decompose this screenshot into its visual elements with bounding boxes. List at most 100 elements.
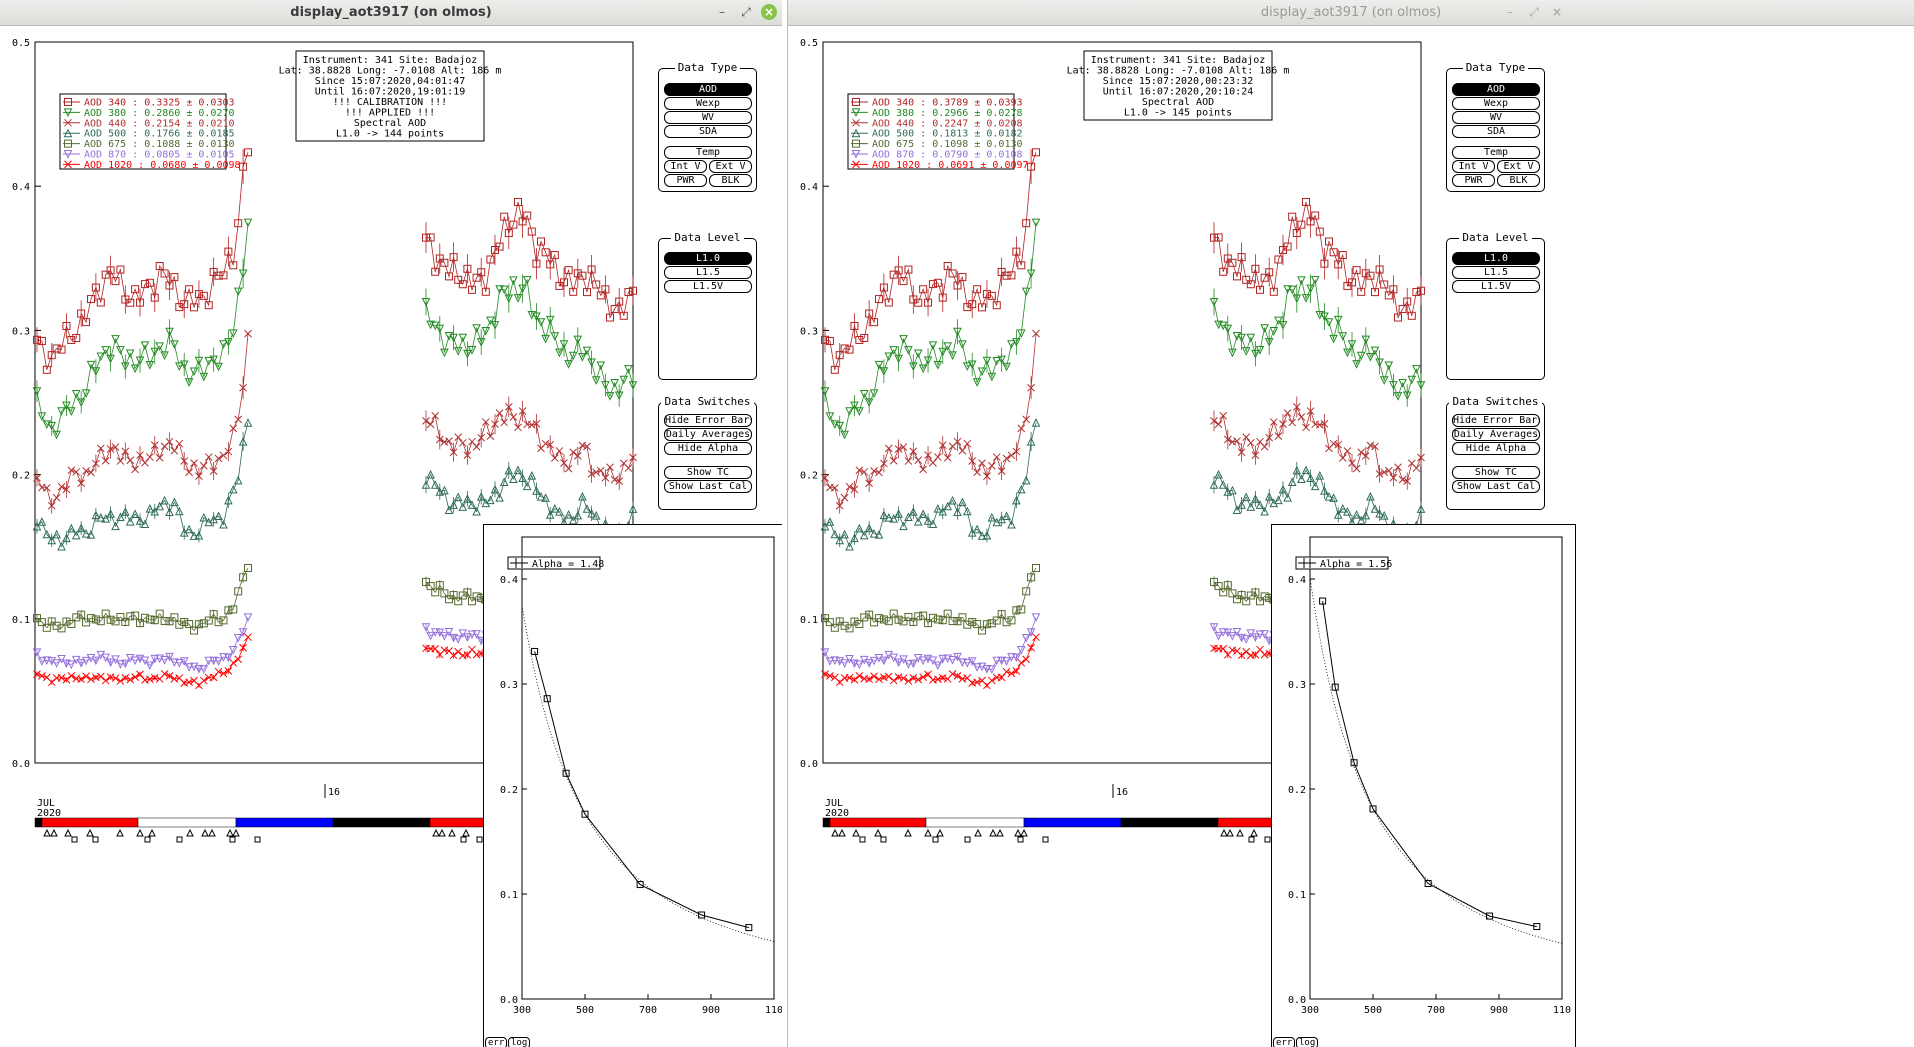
show-tc-button[interactable]: Show TC	[664, 466, 752, 479]
hide-alpha-button[interactable]: Hide Alpha	[664, 442, 752, 455]
data-point	[1297, 276, 1306, 285]
legend-entry: AOD 440 : 0.2154 ± 0.0210	[84, 118, 235, 129]
data-type-ext-v-button[interactable]: Ext V	[709, 160, 752, 173]
daily-averages-button[interactable]: Daily Averages	[1452, 428, 1540, 441]
info-line: Instrument: 341 Site: Badajoz	[303, 55, 478, 66]
data-type-aod-button[interactable]: AOD	[1452, 83, 1540, 96]
data-point	[33, 474, 41, 482]
data-point	[1348, 278, 1356, 287]
data-point	[967, 657, 977, 666]
inset-data-point	[1533, 923, 1541, 931]
data-type-int-v-button[interactable]: Int V	[1452, 160, 1495, 173]
data-point	[928, 280, 937, 289]
show-last-cal-button[interactable]: Show Last Cal	[1452, 480, 1540, 493]
data-point	[1021, 633, 1031, 643]
data-level-l15v-button[interactable]: L1.5V	[1452, 280, 1540, 293]
data-point	[1228, 348, 1237, 358]
data-type-int-v-button[interactable]: Int V	[664, 160, 707, 173]
data-point	[454, 275, 463, 284]
titlebar[interactable]: display_aot3917 (on olmos) – ⤢ ×	[0, 0, 782, 26]
day-marker-label: 16	[1116, 787, 1128, 798]
data-point	[37, 517, 47, 526]
series-aod-340	[821, 148, 1425, 374]
data-level-l10-button[interactable]: L1.0	[1452, 252, 1540, 265]
minimize-icon[interactable]: –	[719, 5, 725, 19]
data-type-temp-button[interactable]: Temp	[1452, 146, 1540, 159]
data-point	[1002, 511, 1011, 520]
data-point	[62, 401, 71, 411]
panel-data-switches: Data Switches Hide Error Bars Daily Averag…	[1446, 395, 1545, 510]
data-type-wv-button[interactable]: WV	[1452, 111, 1540, 124]
data-type-blk-button[interactable]: BLK	[1497, 174, 1540, 187]
data-point	[1301, 465, 1311, 475]
inset-y-tick: 0.2	[1288, 785, 1306, 796]
data-point	[101, 609, 110, 618]
data-point	[111, 335, 120, 344]
data-point	[1310, 276, 1320, 285]
data-type-blk-button[interactable]: BLK	[709, 174, 752, 187]
data-point	[889, 653, 899, 663]
hide-error-bars-button[interactable]: Hide Error Bars	[664, 414, 752, 427]
data-point	[145, 278, 154, 287]
hide-error-bars-button[interactable]: Hide Error Bars	[1452, 414, 1540, 427]
inset-x-tick: 300	[1301, 1005, 1319, 1016]
daily-averages-button[interactable]: Daily Averages	[664, 428, 752, 441]
data-level-l15-button[interactable]: L1.5	[1452, 266, 1540, 279]
data-type-aod-button[interactable]: AOD	[664, 83, 752, 96]
close-icon[interactable]: ×	[1551, 5, 1563, 19]
month-label: JUL	[825, 798, 843, 809]
data-point	[445, 595, 453, 604]
data-point	[47, 617, 56, 626]
data-point	[174, 506, 184, 516]
data-type-pwr-button[interactable]: PWR	[1452, 174, 1495, 187]
data-type-wexp-button[interactable]: Wexp	[1452, 97, 1540, 110]
err-button[interactable]: err	[485, 1037, 508, 1047]
data-point	[1297, 474, 1306, 483]
data-type-temp-button[interactable]: Temp	[664, 146, 752, 159]
data-point	[859, 530, 869, 540]
data-level-l15v-button[interactable]: L1.5V	[664, 280, 752, 293]
log-button[interactable]: log	[508, 1037, 531, 1047]
data-point	[42, 623, 51, 632]
data-point	[1017, 261, 1026, 270]
data-point	[81, 389, 91, 399]
data-point	[1012, 495, 1021, 505]
data-type-wv-button[interactable]: WV	[664, 111, 752, 124]
data-point	[978, 626, 987, 635]
data-type-sda-button[interactable]: SDA	[1452, 125, 1540, 138]
maximize-icon[interactable]: ⤢	[1529, 5, 1539, 19]
data-type-sda-button[interactable]: SDA	[664, 125, 752, 138]
log-button[interactable]: log	[1296, 1037, 1319, 1047]
maximize-icon[interactable]: ⤢	[741, 5, 751, 19]
data-point	[106, 266, 115, 275]
data-point	[91, 510, 101, 520]
legend-marker	[851, 128, 861, 138]
show-last-cal-button[interactable]: Show Last Cal	[664, 480, 752, 493]
data-point	[155, 342, 164, 351]
hide-alpha-button[interactable]: Hide Alpha	[1452, 442, 1540, 455]
data-point	[568, 515, 578, 525]
data-point	[933, 661, 943, 671]
data-point	[426, 582, 435, 591]
minimize-icon[interactable]: –	[1507, 5, 1513, 19]
close-icon[interactable]: ×	[761, 4, 777, 20]
data-point	[1017, 605, 1026, 614]
data-point	[33, 335, 41, 344]
titlebar[interactable]: display_aot3917 (on olmos) – ⤢ ×	[788, 0, 1914, 26]
data-point	[560, 278, 568, 287]
data-type-pwr-button[interactable]: PWR	[664, 174, 707, 187]
data-level-l15-button[interactable]: L1.5	[664, 266, 752, 279]
data-point	[550, 503, 560, 513]
data-type-ext-v-button[interactable]: Ext V	[1497, 160, 1540, 173]
data-point	[555, 506, 564, 516]
data-point	[495, 492, 504, 502]
data-point	[454, 597, 463, 606]
data-level-l10-button[interactable]: L1.0	[664, 252, 752, 265]
err-button[interactable]: err	[1273, 1037, 1296, 1047]
data-point	[1324, 318, 1334, 327]
window-left[interactable]: display_aot3917 (on olmos) – ⤢ × 0.0 0.1 0…	[0, 0, 782, 1047]
data-point	[204, 301, 213, 310]
data-type-wexp-button[interactable]: Wexp	[664, 97, 752, 110]
window-right[interactable]: display_aot3917 (on olmos) – ⤢ × 0.0 0.1 0…	[787, 0, 1914, 1047]
show-tc-button[interactable]: Show TC	[1452, 466, 1540, 479]
